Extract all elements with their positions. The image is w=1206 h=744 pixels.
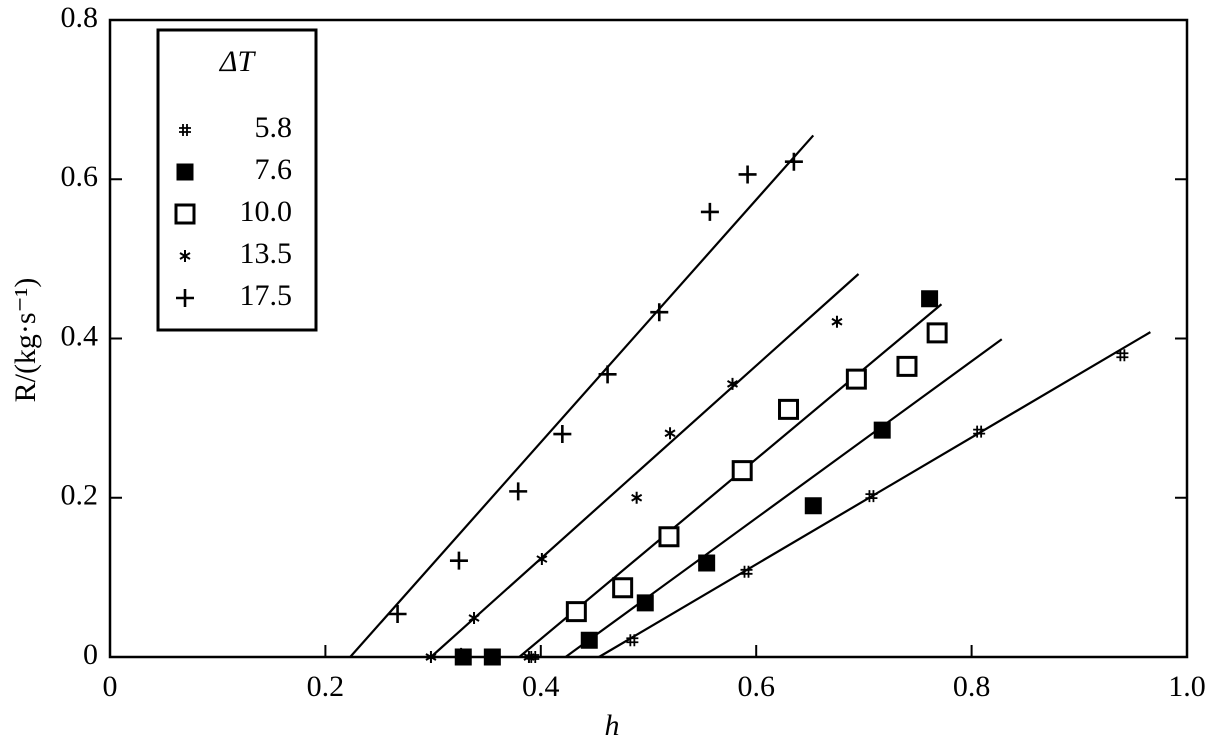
data-point — [509, 482, 528, 501]
legend-marker — [179, 250, 191, 262]
data-point — [580, 631, 598, 649]
fit-line — [349, 134, 815, 658]
data-point — [658, 526, 680, 548]
data-point — [598, 365, 617, 384]
data-point — [865, 490, 878, 503]
legend-title: ΔT — [219, 45, 257, 78]
data-point — [483, 648, 501, 666]
data-point — [626, 634, 639, 647]
data-point — [738, 165, 757, 184]
legend-marker — [176, 289, 194, 307]
x-tick-label: 1.0 — [1168, 670, 1206, 703]
data-point — [698, 554, 716, 572]
x-tick-label: 0.2 — [307, 670, 345, 703]
legend-marker — [176, 163, 194, 181]
legend-marker — [179, 124, 191, 136]
fit-line — [518, 303, 943, 658]
data-point — [896, 355, 918, 377]
legend-label: 7.6 — [255, 153, 293, 186]
data-point — [425, 651, 437, 663]
data-point — [921, 290, 939, 308]
data-point — [845, 368, 867, 390]
data-point — [778, 398, 800, 420]
data-point — [831, 315, 843, 328]
data-point — [455, 647, 467, 660]
x-tick-label: 0.6 — [737, 670, 775, 703]
legend-label: 5.8 — [255, 111, 293, 144]
data-point — [527, 651, 540, 663]
x-tick-label: 0 — [103, 670, 118, 703]
data-point — [973, 425, 986, 438]
y-tick-label: 0.2 — [61, 479, 99, 512]
y-tick-label: 0.6 — [61, 160, 99, 193]
data-point — [565, 601, 587, 623]
data-point — [484, 651, 496, 663]
data-point — [631, 491, 643, 504]
y-tick-label: 0.4 — [61, 319, 99, 352]
legend-label: 13.5 — [240, 237, 293, 270]
data-point — [740, 565, 753, 578]
y-tick-label: 0 — [83, 638, 98, 671]
y-axis-label: R/(kg·s⁻¹) — [9, 278, 42, 403]
fit-line — [564, 338, 1003, 658]
data-point — [731, 460, 753, 482]
x-axis-label: h — [605, 709, 620, 742]
data-point — [926, 322, 948, 344]
legend-label: 17.5 — [240, 279, 293, 312]
fit-line — [430, 273, 860, 658]
data-point — [388, 605, 407, 624]
data-point — [804, 497, 822, 515]
data-point — [700, 202, 719, 221]
legend-marker — [174, 203, 196, 225]
data-point — [612, 577, 634, 599]
x-tick-label: 0.8 — [953, 670, 991, 703]
x-tick-label: 0.4 — [522, 670, 560, 703]
data-point — [664, 427, 676, 440]
y-tick-label: 0.8 — [61, 1, 99, 34]
data-point — [1116, 349, 1129, 362]
data-point — [536, 553, 548, 566]
data-point — [873, 421, 891, 439]
data-point — [523, 651, 535, 663]
data-point — [449, 551, 468, 570]
data-point — [784, 152, 803, 171]
data-point — [726, 377, 739, 390]
data-point — [468, 611, 480, 624]
legend-label: 10.0 — [240, 195, 293, 228]
data-point — [553, 425, 572, 444]
data-point — [650, 303, 669, 322]
data-point — [636, 594, 654, 612]
